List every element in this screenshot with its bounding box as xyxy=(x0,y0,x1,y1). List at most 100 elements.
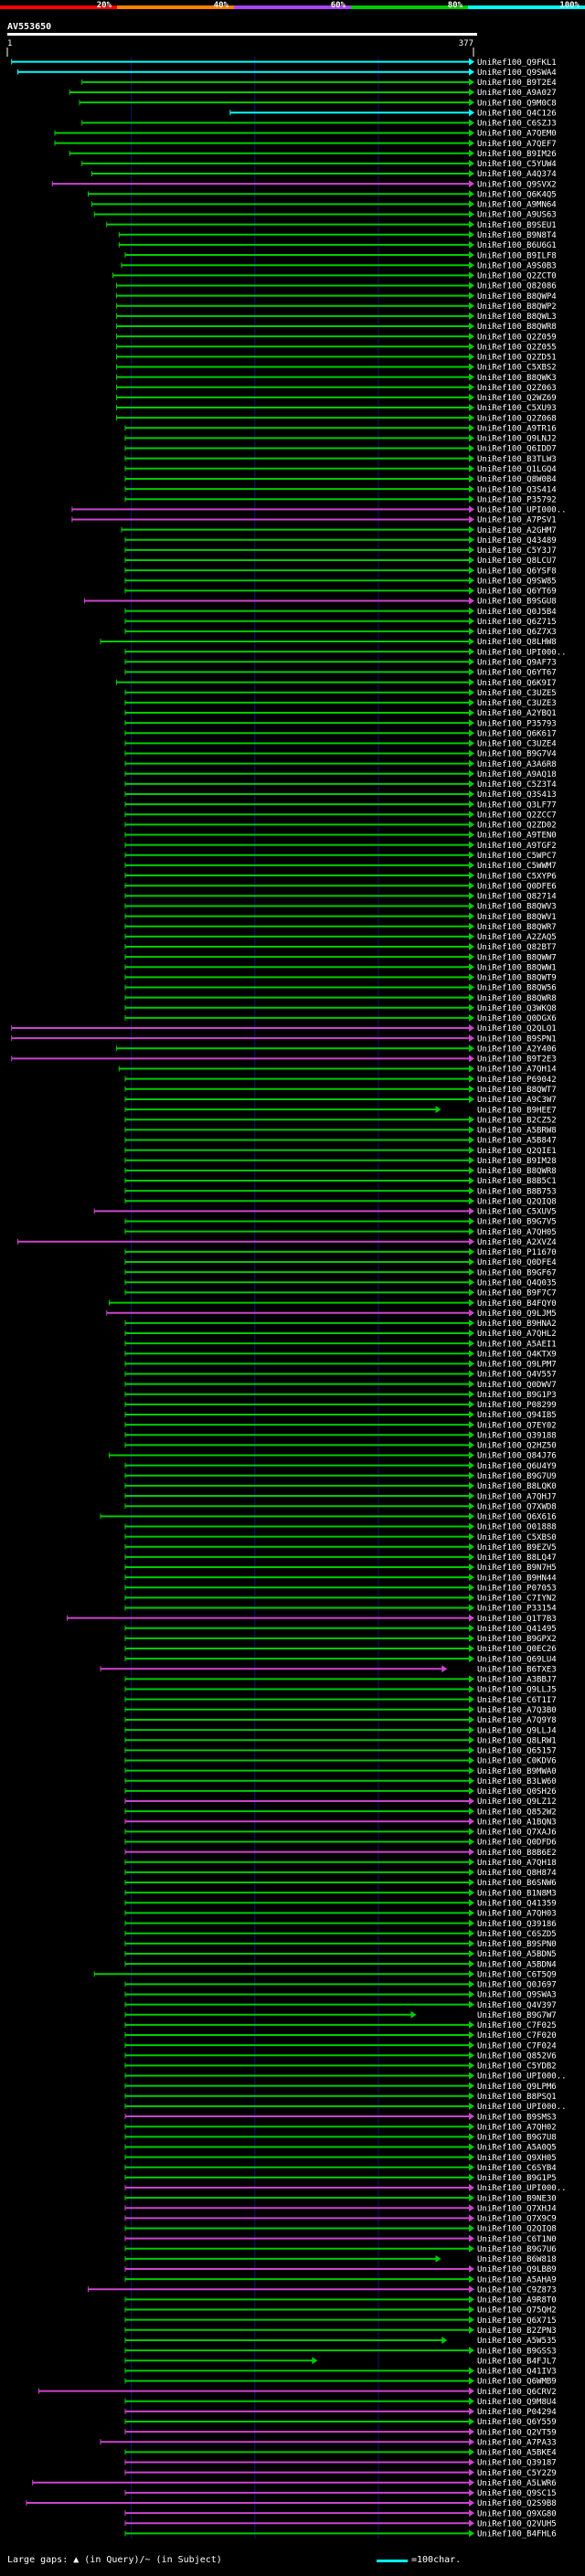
hit-label: UniRef100_B9SEU1 xyxy=(477,221,557,230)
hit-row: UniRef100_B9G1P5 xyxy=(124,2173,557,2183)
hit-end-arrow xyxy=(410,2010,417,2019)
hit-label: UniRef100_Q4V397 xyxy=(477,2001,557,2010)
hit-label: UniRef100_C3UZE3 xyxy=(477,699,557,708)
hit-row: UniRef100_Q7XHJ4 xyxy=(124,2204,557,2213)
hit-end-arrow xyxy=(469,333,474,341)
hit-label: UniRef100_C7F020 xyxy=(477,2031,557,2041)
hit-label: UniRef100_A9TR16 xyxy=(477,424,557,433)
hit-row: UniRef100_A5BRW8 xyxy=(124,1126,557,1136)
hit-row: UniRef100_UPI000.. xyxy=(71,505,567,515)
hit-label: UniRef100_B8QWR8 xyxy=(477,1167,557,1176)
hit-row: UniRef100_Q0DFE6 xyxy=(124,882,557,891)
hit-label: UniRef100_A3BBJ7 xyxy=(477,1676,557,1685)
hit-label: UniRef100_Q7XWD8 xyxy=(477,1502,557,1511)
hit-end-arrow xyxy=(469,2244,474,2253)
scale-label: 60% xyxy=(331,1,346,10)
hit-end-arrow xyxy=(469,2488,474,2496)
hit-row: UniRef100_B9G7W7 xyxy=(124,2010,557,2020)
query-end-label: 377 xyxy=(459,39,473,48)
hit-row: UniRef100_B1N8M3 xyxy=(124,1889,557,1898)
hit-row: UniRef100_B9G1P3 xyxy=(124,1390,557,1400)
hit-label: UniRef100_C6T1N0 xyxy=(477,2235,557,2244)
hit-row: UniRef100_Q3S413 xyxy=(124,790,557,800)
hit-label: UniRef100_Q9FKL1 xyxy=(477,58,557,68)
hit-label: UniRef100_C7F025 xyxy=(477,2021,557,2030)
hit-label: UniRef100_B8QWW7 xyxy=(477,953,557,962)
hit-end-arrow xyxy=(469,68,474,76)
hit-row: UniRef100_Q4KTX9 xyxy=(124,1350,557,1359)
hit-row: UniRef100_C6T5Q9 xyxy=(93,1970,557,1979)
hit-label: UniRef100_B9G1P3 xyxy=(477,1391,557,1400)
hit-end-arrow xyxy=(469,1797,474,1805)
hit-row: UniRef100_P35792 xyxy=(124,495,557,504)
hit-end-arrow xyxy=(469,1380,474,1388)
hit-end-arrow xyxy=(469,2275,474,2284)
hit-row: UniRef100_UPI000.. xyxy=(124,2102,567,2112)
hit-row: UniRef100_C5WPC7 xyxy=(124,851,557,861)
hit-end-arrow xyxy=(469,2123,474,2131)
hit-row: UniRef100_C5XBS2 xyxy=(116,363,557,373)
hit-end-arrow xyxy=(469,1126,474,1134)
hit-label: UniRef100_C5Y3J7 xyxy=(477,546,557,556)
hit-row: UniRef100_C0KDV6 xyxy=(124,1756,557,1766)
hit-row: UniRef100_A2GHM7 xyxy=(121,525,557,535)
hit-label: UniRef100_UPI000.. xyxy=(477,2072,567,2082)
hit-label: UniRef100_B6SNW6 xyxy=(477,1879,557,1888)
hit-end-arrow xyxy=(469,648,474,656)
hit-row: UniRef100_A5BDN4 xyxy=(124,1960,557,1969)
scale-segment xyxy=(234,5,351,9)
hit-end-arrow xyxy=(469,1889,474,1897)
hit-end-arrow xyxy=(469,2295,474,2304)
hit-row: UniRef100_Q3LF77 xyxy=(124,800,557,810)
hit-row: UniRef100_Q8LCU7 xyxy=(124,556,557,566)
hit-row: UniRef100_Q39186 xyxy=(124,1919,557,1929)
hit-label: UniRef100_B9G7V5 xyxy=(477,1218,557,1227)
hit-row: UniRef100_Q7X9C9 xyxy=(124,2214,557,2224)
hit-label: UniRef100_A7QHL2 xyxy=(477,1330,557,1339)
query-ruler: AV553650 1 377 xyxy=(6,22,477,57)
hit-label: UniRef100_O01888 xyxy=(477,1523,557,1532)
hit-end-arrow xyxy=(469,129,474,137)
hit-row: UniRef100_Q9SVX2 xyxy=(51,180,557,189)
hit-row: UniRef100_B9HN44 xyxy=(124,1574,557,1583)
hit-end-arrow xyxy=(469,1553,474,1561)
hit-end-arrow xyxy=(469,1574,474,1582)
hit-label: UniRef100_Q3WKQ8 xyxy=(477,1004,557,1013)
hit-row: UniRef100_B9T2E4 xyxy=(81,78,557,88)
hit-end-arrow xyxy=(469,109,474,117)
hit-row: UniRef100_B8LQ47 xyxy=(124,1553,557,1563)
hit-end-arrow xyxy=(469,2163,474,2171)
hit-row: UniRef100_A5BDN5 xyxy=(124,1949,557,1959)
hit-label: UniRef100_B9GPX2 xyxy=(477,1635,557,1644)
hit-end-arrow xyxy=(469,535,474,544)
hit-end-arrow xyxy=(469,577,474,585)
hit-label: UniRef100_B9IM28 xyxy=(477,1157,557,1166)
hit-row: UniRef100_Q1T7B3 xyxy=(67,1614,557,1624)
hit-row: UniRef100_Q6K4Q5 xyxy=(87,190,557,199)
hit-row: UniRef100_Q0EC26 xyxy=(124,1645,557,1654)
hit-end-arrow xyxy=(469,1563,474,1571)
hit-label: UniRef100_B9ILF8 xyxy=(477,251,557,260)
hit-end-arrow xyxy=(469,1116,474,1124)
hit-row: UniRef100_Q2ZCT0 xyxy=(112,271,557,281)
hit-end-arrow xyxy=(469,119,474,127)
hit-end-arrow xyxy=(469,1237,474,1246)
hit-end-arrow xyxy=(469,1879,474,1887)
hit-row: UniRef100_C5YUW4 xyxy=(81,159,557,169)
hit-label: UniRef100_Q0DWV7 xyxy=(477,1381,557,1390)
hit-end-arrow xyxy=(469,1715,474,1723)
hit-end-arrow xyxy=(469,1868,474,1876)
hit-label: UniRef100_B9HEE7 xyxy=(477,1106,557,1115)
hit-row: UniRef100_A9C3W7 xyxy=(124,1095,557,1105)
hit-label: UniRef100_A3A6R8 xyxy=(477,760,557,769)
hit-label: UniRef100_B8B6E2 xyxy=(477,1849,557,1858)
hit-row: UniRef100_Q6K9I7 xyxy=(116,678,557,688)
hit-row: UniRef100_Q4Q035 xyxy=(124,1278,557,1288)
hit-label: UniRef100_C5WWM7 xyxy=(477,862,557,871)
hit-end-arrow xyxy=(469,302,474,310)
hit-end-arrow xyxy=(469,383,474,391)
hit-end-arrow xyxy=(469,2041,474,2050)
hit-end-arrow xyxy=(469,841,474,849)
hit-label: UniRef100_B2ZPN3 xyxy=(477,2327,557,2336)
hit-end-arrow xyxy=(469,2347,474,2355)
